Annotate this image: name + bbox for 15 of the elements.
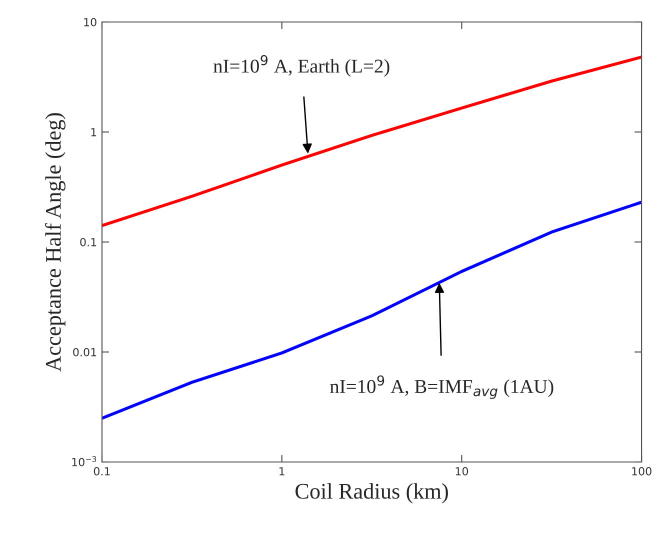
line-series — [102, 56, 642, 228]
x-tick-label: 0.1 — [94, 467, 110, 476]
x-tick-label: 10 — [456, 467, 468, 476]
y-tick-label: 1 — [91, 128, 96, 136]
y-tick-label: 10$^{−3}$ — [72, 456, 96, 466]
y-tick-label: 0.1 — [80, 238, 96, 246]
x-axis-title: Coil Radius (km) — [296, 483, 448, 504]
annotation: nI=10$^{9}$ A, B=IMF$_{avg}$ (1AU) — [330, 375, 554, 399]
x-tick-label: 1 — [280, 467, 284, 476]
line-series — [102, 200, 642, 420]
y-axis-title: Acceptance Half Angle (deg) — [45, 113, 66, 372]
y-tick-label: 10 — [84, 18, 96, 26]
y-tick-label: 0.01 — [73, 348, 96, 356]
annotation: nI=10$^{9}$ A, Earth (L=2) — [214, 55, 390, 77]
x-tick-label: 100 — [632, 467, 652, 476]
